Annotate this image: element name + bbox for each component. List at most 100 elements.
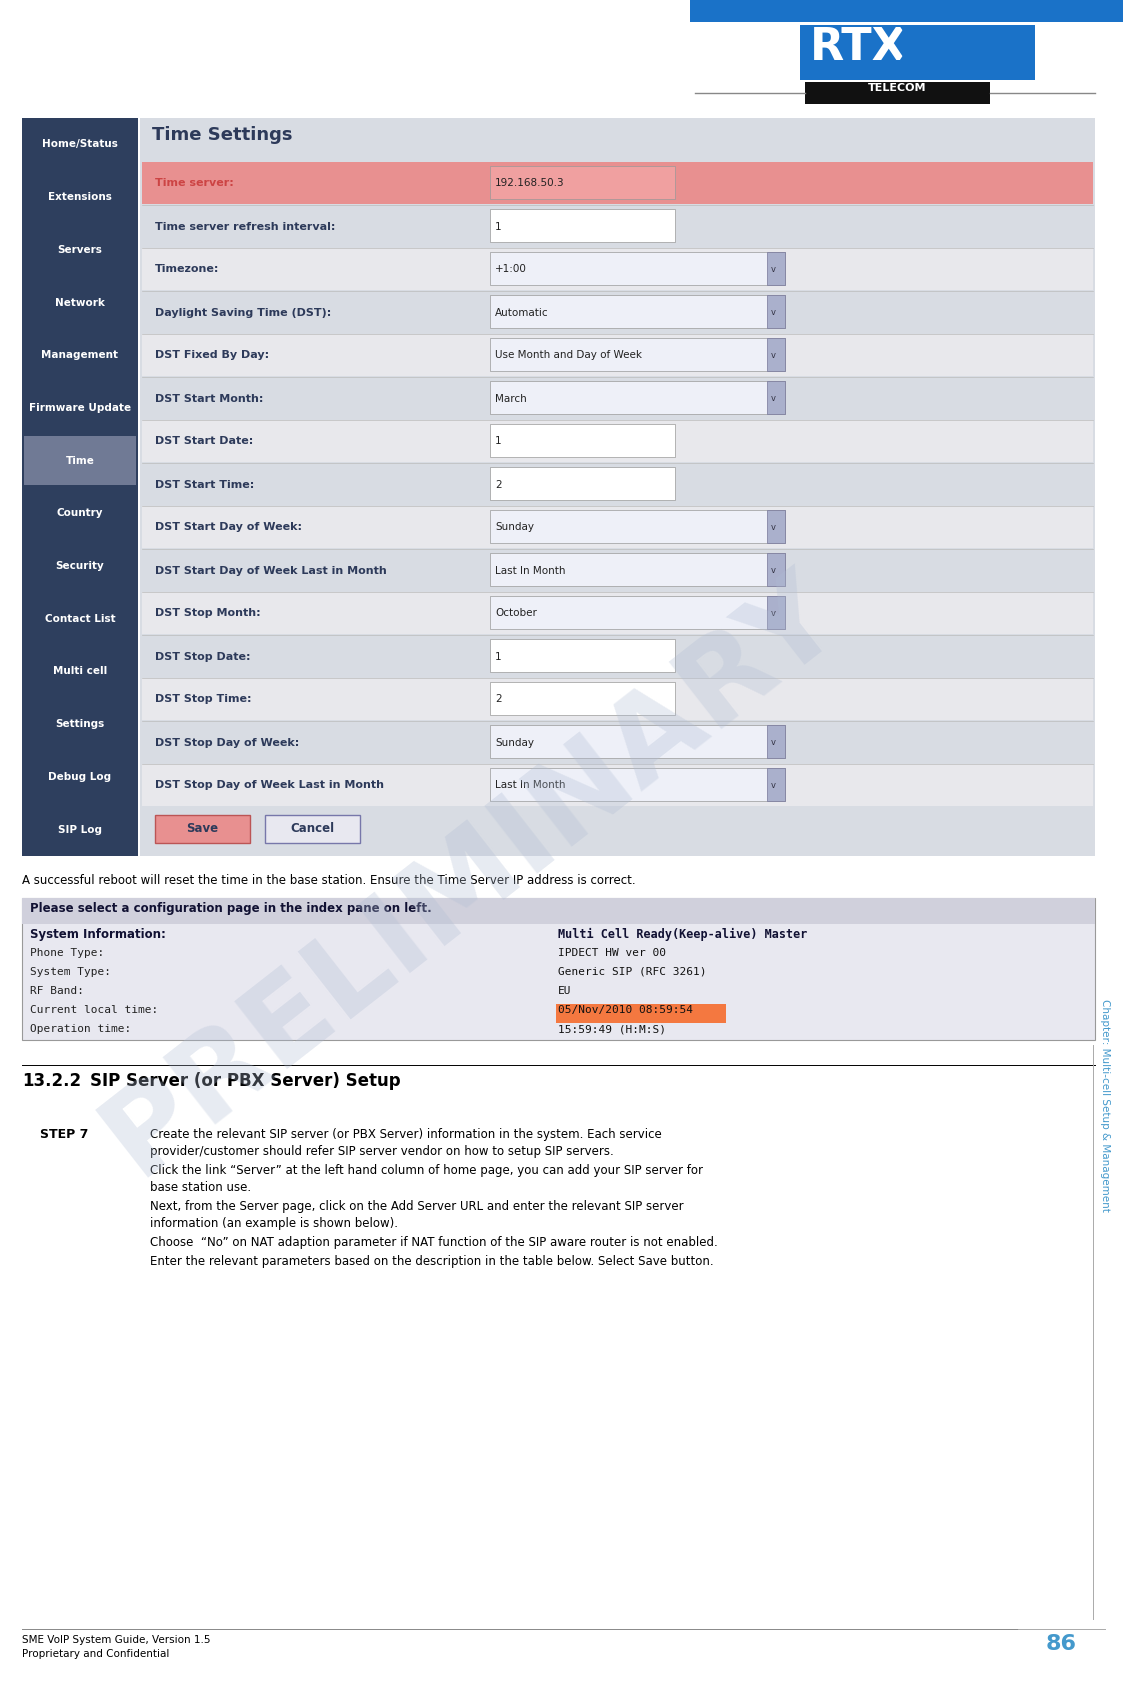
Text: DST Stop Day of Week:: DST Stop Day of Week: [155, 738, 299, 748]
Text: DST Stop Date:: DST Stop Date: [155, 652, 250, 662]
Text: PRELIMINARY: PRELIMINARY [82, 554, 861, 1197]
Text: Last In Month: Last In Month [495, 566, 566, 576]
Bar [490, 768, 785, 802]
Text: STEP 7: STEP 7 [40, 1128, 89, 1142]
Bar [490, 510, 785, 542]
Bar [141, 377, 1093, 419]
Bar [24, 436, 136, 485]
Text: Please select a configuration page in the index pane on left.: Please select a configuration page in th… [30, 903, 431, 914]
Text: Country: Country [57, 509, 103, 519]
Text: 1: 1 [495, 436, 502, 446]
Text: RTX: RTX [810, 25, 907, 69]
Bar [767, 768, 785, 802]
Text: v: v [770, 610, 776, 618]
Bar [141, 162, 1093, 204]
Bar [141, 248, 1093, 290]
Text: 05/Nov/2010 08:59:54: 05/Nov/2010 08:59:54 [558, 1005, 693, 1015]
Bar [490, 638, 675, 672]
Text: Sunday: Sunday [495, 738, 535, 748]
Bar [767, 552, 785, 586]
Bar [767, 253, 785, 285]
Bar [490, 209, 675, 242]
Text: 192.168.50.3: 192.168.50.3 [495, 179, 565, 189]
Text: Debug Log: Debug Log [48, 771, 111, 781]
Bar [141, 333, 1093, 376]
Bar [265, 815, 360, 844]
Bar [141, 205, 1093, 248]
Text: DST Start Date:: DST Start Date: [155, 436, 254, 446]
Bar [490, 381, 785, 414]
Text: Servers: Servers [57, 244, 102, 254]
Bar [767, 596, 785, 630]
Text: Firmware Update: Firmware Update [29, 402, 131, 413]
Text: Last In Month: Last In Month [495, 780, 566, 790]
Bar [141, 593, 1093, 633]
Bar [490, 466, 675, 500]
Text: RF Band:: RF Band: [30, 987, 84, 995]
Text: v: v [770, 566, 776, 574]
Text: Contact List: Contact List [45, 613, 116, 623]
Bar [490, 596, 785, 630]
Text: Multi cell: Multi cell [53, 667, 107, 677]
Text: 86: 86 [1046, 1633, 1077, 1654]
Text: Choose  “No” on NAT adaption parameter if NAT function of the SIP aware router i: Choose “No” on NAT adaption parameter if… [150, 1236, 718, 1250]
Text: v: v [770, 394, 776, 402]
Text: Security: Security [56, 561, 104, 571]
Text: Proprietary and Confidential: Proprietary and Confidential [22, 1649, 170, 1659]
Text: March: March [495, 394, 527, 404]
Text: v: v [770, 524, 776, 532]
Text: TELECOM: TELECOM [868, 83, 926, 93]
Text: DST Fixed By Day:: DST Fixed By Day: [155, 350, 270, 360]
Text: Phone Type:: Phone Type: [30, 948, 104, 958]
Text: Sunday: Sunday [495, 522, 535, 532]
Text: 15:59:49 (H:M:S): 15:59:49 (H:M:S) [558, 1024, 666, 1034]
Text: System Type:: System Type: [30, 967, 111, 977]
Text: Home/Status: Home/Status [42, 140, 118, 150]
Text: Current local time:: Current local time: [30, 1005, 158, 1015]
Text: 1: 1 [495, 652, 502, 662]
Text: v: v [770, 308, 776, 317]
Text: Extensions: Extensions [48, 192, 112, 202]
Bar [490, 424, 675, 456]
Bar [490, 295, 785, 328]
Text: v: v [770, 781, 776, 790]
Bar [556, 1004, 725, 1022]
Text: Time server refresh interval:: Time server refresh interval: [155, 222, 336, 231]
Text: Time server:: Time server: [155, 179, 234, 189]
Bar [155, 815, 250, 844]
Text: Operation time:: Operation time: [30, 1024, 131, 1034]
Text: Chapter: Multi-cell Setup & Management: Chapter: Multi-cell Setup & Management [1101, 999, 1110, 1211]
Text: Create the relevant SIP server (or PBX Server) information in the system. Each s: Create the relevant SIP server (or PBX S… [150, 1128, 661, 1142]
Bar [141, 419, 1093, 461]
Text: +1:00: +1:00 [495, 264, 527, 274]
Text: 2: 2 [495, 694, 502, 704]
Text: Network: Network [55, 298, 104, 308]
Bar [22, 118, 138, 855]
Bar [805, 83, 990, 104]
Text: DST Stop Month:: DST Stop Month: [155, 608, 261, 618]
Text: Use Month and Day of Week: Use Month and Day of Week [495, 350, 642, 360]
Bar [800, 25, 1035, 81]
Bar [767, 381, 785, 414]
Text: Timezone:: Timezone: [155, 264, 219, 274]
Text: Save: Save [186, 822, 218, 835]
Text: DST Start Month:: DST Start Month: [155, 394, 264, 404]
Bar [490, 338, 785, 370]
Text: v: v [770, 738, 776, 748]
Text: Management: Management [42, 350, 119, 360]
Text: DST Start Time:: DST Start Time: [155, 480, 254, 490]
Text: information (an example is shown below).: information (an example is shown below). [150, 1218, 398, 1229]
Bar [140, 118, 1095, 855]
Text: System Information:: System Information: [30, 928, 166, 941]
Text: DST Start Day of Week:: DST Start Day of Week: [155, 522, 302, 532]
Bar [141, 505, 1093, 547]
Text: A successful reboot will reset the time in the base station. Ensure the Time Ser: A successful reboot will reset the time … [22, 874, 636, 887]
Bar [141, 765, 1093, 807]
Text: SIP Server (or PBX Server) Setup: SIP Server (or PBX Server) Setup [90, 1073, 401, 1090]
Bar [767, 295, 785, 328]
Text: Settings: Settings [55, 719, 104, 729]
Bar [767, 338, 785, 370]
Bar [141, 463, 1093, 505]
Text: 1: 1 [495, 222, 502, 231]
Text: Click the link “Server” at the left hand column of home page, you can add your S: Click the link “Server” at the left hand… [150, 1164, 703, 1177]
